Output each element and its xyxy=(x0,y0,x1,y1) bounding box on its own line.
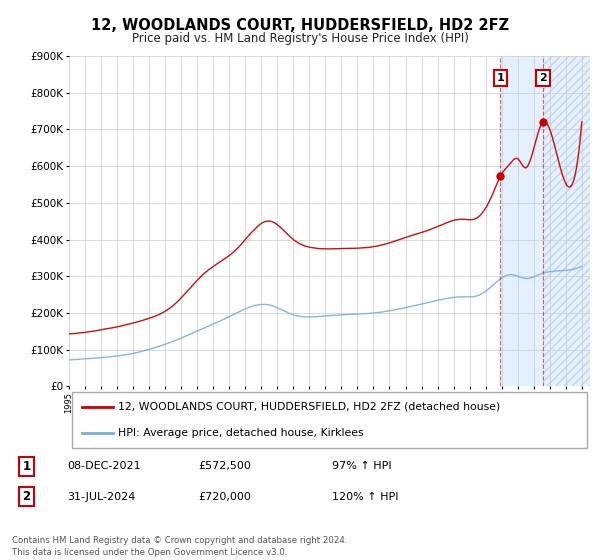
Text: 08-DEC-2021: 08-DEC-2021 xyxy=(67,461,141,472)
FancyBboxPatch shape xyxy=(71,392,587,448)
Bar xyxy=(543,56,590,386)
Text: 12, WOODLANDS COURT, HUDDERSFIELD, HD2 2FZ (detached house): 12, WOODLANDS COURT, HUDDERSFIELD, HD2 2… xyxy=(118,402,501,412)
Text: 1: 1 xyxy=(22,460,31,473)
Text: 31-JUL-2024: 31-JUL-2024 xyxy=(67,492,136,502)
Text: Price paid vs. HM Land Registry's House Price Index (HPI): Price paid vs. HM Land Registry's House … xyxy=(131,32,469,45)
Text: £720,000: £720,000 xyxy=(198,492,251,502)
Bar xyxy=(543,56,590,386)
Text: 12, WOODLANDS COURT, HUDDERSFIELD, HD2 2FZ: 12, WOODLANDS COURT, HUDDERSFIELD, HD2 2… xyxy=(91,18,509,33)
Text: £572,500: £572,500 xyxy=(198,461,251,472)
Text: 120% ↑ HPI: 120% ↑ HPI xyxy=(332,492,398,502)
Text: 2: 2 xyxy=(22,490,31,503)
Text: Contains HM Land Registry data © Crown copyright and database right 2024.
This d: Contains HM Land Registry data © Crown c… xyxy=(12,536,347,557)
Text: 2: 2 xyxy=(539,73,547,83)
Text: HPI: Average price, detached house, Kirklees: HPI: Average price, detached house, Kirk… xyxy=(118,428,364,438)
Text: 97% ↑ HPI: 97% ↑ HPI xyxy=(332,461,392,472)
Bar xyxy=(500,56,590,386)
Text: 1: 1 xyxy=(497,73,504,83)
